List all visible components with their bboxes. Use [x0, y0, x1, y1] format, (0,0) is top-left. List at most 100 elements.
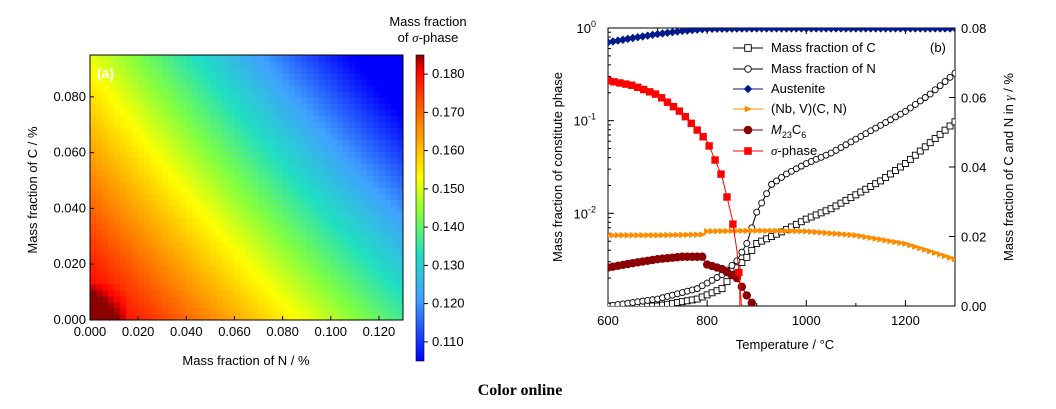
heatmap-cell — [270, 265, 278, 273]
heatmap-cell — [162, 61, 169, 68]
heatmap-cell — [270, 85, 278, 92]
heatmap-cell — [294, 55, 302, 62]
heatmap-cell — [246, 289, 254, 297]
data-point — [675, 107, 684, 115]
heatmap-cell — [204, 199, 211, 207]
heatmap-cell — [360, 289, 368, 297]
data-point — [744, 105, 753, 113]
heatmap-cell — [234, 265, 242, 273]
heatmap-cell — [354, 163, 362, 171]
heatmap-cell — [216, 217, 224, 225]
heatmap-cell — [378, 115, 386, 122]
heatmap-cell — [96, 241, 103, 249]
heatmap-cell — [330, 307, 338, 315]
heatmap-cell — [324, 289, 332, 297]
heatmap-cell — [234, 157, 242, 165]
heatmap-cell — [126, 145, 133, 152]
data-point — [663, 28, 672, 38]
heatmap-cell — [348, 205, 356, 213]
heatmap-cell — [138, 109, 145, 116]
heatmap-cell — [192, 241, 199, 249]
data-point — [638, 32, 647, 41]
heatmap-cell — [108, 217, 115, 225]
heatmap-cell — [168, 265, 175, 273]
heatmap-cell — [282, 181, 290, 189]
heatmap-cell — [114, 127, 121, 134]
data-point — [703, 228, 712, 235]
heatmap-cell — [276, 121, 284, 128]
heatmap-cell — [222, 205, 230, 213]
heatmap-cell — [390, 181, 398, 189]
heatmap-cell — [378, 127, 386, 134]
heatmap-cell — [96, 295, 103, 303]
data-point — [618, 35, 628, 44]
heatmap-cell — [222, 217, 230, 225]
heatmap-cell — [396, 217, 403, 225]
heatmap-cell — [150, 187, 157, 195]
heatmap-cell — [240, 67, 248, 74]
heatmap-cell — [114, 79, 121, 86]
heatmap-cell — [228, 199, 236, 207]
heatmap-cell — [234, 193, 242, 201]
heatmap-cell — [144, 103, 151, 110]
heatmap-cell — [300, 283, 308, 291]
heatmap-cell — [390, 85, 398, 92]
heatmap-cell — [180, 301, 187, 309]
heatmap-cell — [252, 157, 260, 165]
heatmap-cell — [366, 253, 374, 261]
heatmap-cell — [276, 79, 284, 86]
heatmap-cell — [390, 313, 398, 320]
heatmap-cell — [222, 235, 230, 243]
heatmap-cell — [210, 313, 217, 320]
heatmap-cell — [192, 295, 199, 303]
heatmap-cell — [366, 211, 374, 219]
heatmap-cell — [270, 247, 278, 255]
legend-label-n: Mass fraction of N — [771, 61, 876, 76]
heatmap-cell — [390, 295, 398, 303]
heatmap-cell — [120, 205, 127, 213]
heatmap-cell — [306, 295, 314, 303]
heatmap-cell — [264, 139, 272, 146]
heatmap-cell — [168, 145, 175, 152]
heatmap-cell — [210, 73, 217, 80]
heatmap-cell — [198, 205, 205, 213]
heatmap-cell — [144, 295, 151, 303]
heatmap-cell — [120, 259, 127, 267]
heatmap-cell — [390, 247, 398, 255]
heatmap-cell — [312, 307, 320, 315]
heatmap-cell — [300, 151, 308, 158]
heatmap-cell — [342, 277, 350, 285]
heatmap-cell — [216, 223, 224, 231]
heatmap-cell — [90, 139, 97, 146]
heatmap-cell — [162, 103, 169, 110]
heatmap-cell — [276, 85, 284, 92]
heatmap-cell — [234, 187, 242, 195]
heatmap-cell — [210, 163, 217, 171]
heatmap-cell — [126, 271, 133, 279]
heatmap-cell — [312, 121, 320, 128]
heatmap-cell — [228, 283, 236, 291]
heatmap-cell — [252, 67, 260, 74]
heatmap-cell — [240, 241, 248, 249]
heatmap-cell — [114, 301, 121, 309]
data-point — [877, 236, 885, 243]
heatmap-cell — [102, 205, 109, 213]
heatmap-cell — [360, 247, 368, 255]
heatmap-cell — [120, 169, 127, 177]
heatmap-cell — [102, 247, 109, 255]
heatmap-cell — [234, 151, 242, 158]
heatmap-cell — [102, 259, 109, 267]
data-point — [705, 142, 713, 150]
heatmap-cell — [318, 253, 326, 261]
heatmap-cell — [366, 103, 374, 110]
heatmap-cell — [360, 79, 368, 86]
heatmap-cell — [294, 229, 302, 237]
heatmap-cell — [210, 307, 217, 315]
heatmap-cell — [360, 103, 368, 110]
heatmap-cell — [102, 55, 109, 62]
heatmap-cell — [252, 247, 260, 255]
heatmap-frame — [89, 54, 404, 321]
heatmap-cell — [114, 259, 121, 267]
data-point — [743, 253, 751, 261]
heatmap-cell — [276, 283, 284, 291]
